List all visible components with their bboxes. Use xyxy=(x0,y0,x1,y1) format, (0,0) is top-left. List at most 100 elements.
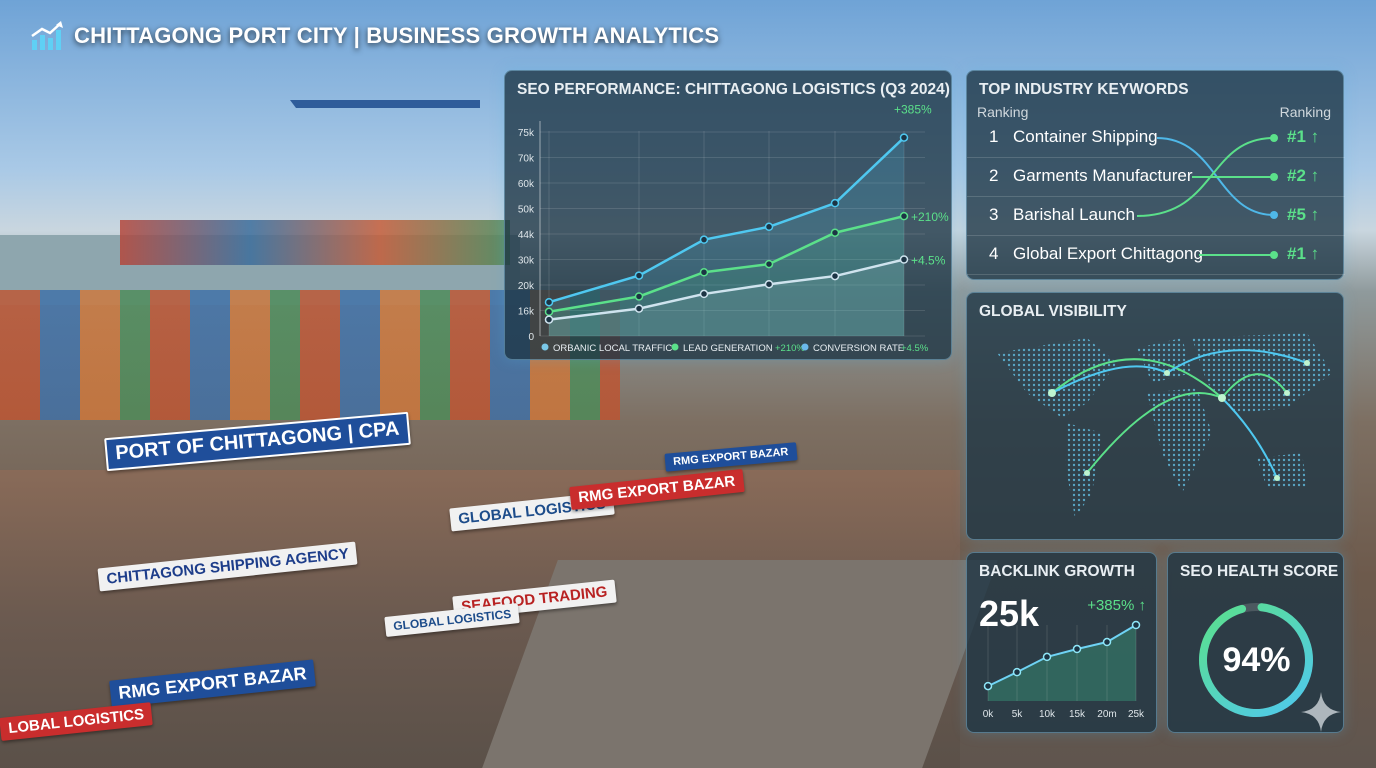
south-america xyxy=(1065,423,1102,518)
data-point xyxy=(830,271,840,281)
legend-label: CONVERSION RATE xyxy=(813,343,904,354)
keyword-name: Global Export Chittagong xyxy=(1013,244,1203,263)
backlink-chart: 0k 5k 10k 15k 20m 25k xyxy=(983,620,1145,720)
y-tick-label: 30k xyxy=(518,256,535,267)
sign-port: PORT OF CHITTAGONG | CPA xyxy=(104,411,411,472)
series-end-label: +210% xyxy=(911,210,949,224)
keyword-row: 2 Garments Manufacturer #2 ↑ xyxy=(967,158,1345,197)
keywords-title: TOP INDUSTRY KEYWORDS xyxy=(979,81,1189,98)
legend-suffix: +210% xyxy=(775,343,805,354)
data-point xyxy=(1012,667,1022,677)
keyword-number: 1 xyxy=(989,127,999,146)
x-tick-label: 10k xyxy=(1039,709,1056,720)
keyword-row: 1 Container Shipping #1 ↑ xyxy=(967,119,1345,158)
europe xyxy=(1137,338,1192,383)
data-point xyxy=(899,211,909,221)
y-tick-label: 16k xyxy=(518,307,535,318)
data-point xyxy=(764,279,774,289)
data-point xyxy=(699,235,709,244)
keyword-row: 4 Global Export Chittagong #1 ↑ xyxy=(967,236,1345,275)
data-point xyxy=(830,198,840,208)
keyword-rank: #5 ↑ xyxy=(1287,205,1320,224)
y-tick-label: 0 xyxy=(528,332,534,343)
series-line xyxy=(548,258,905,321)
data-point xyxy=(764,222,774,232)
x-tick-label: 20m xyxy=(1097,709,1116,720)
data-point xyxy=(544,297,554,307)
data-point xyxy=(1042,652,1052,662)
series-area xyxy=(549,137,904,336)
keywords-right-header: Ranking xyxy=(1279,104,1331,120)
keyword-rank: #1 ↑ xyxy=(1287,244,1320,263)
global-visibility-title: GLOBAL VISIBILITY xyxy=(979,303,1127,320)
x-tick-label: 0k xyxy=(983,709,995,720)
legend-marker xyxy=(541,343,549,351)
series-end-label: +4.5% xyxy=(911,254,946,268)
y-tick-label: 60k xyxy=(518,179,535,190)
x-tick-label: 25k xyxy=(1128,709,1145,720)
keyword-name: Garments Manufacturer xyxy=(1013,166,1193,185)
crane xyxy=(290,100,480,270)
global-visibility-panel: GLOBAL VISIBILITY xyxy=(966,292,1344,540)
seo-health-panel: SEO HEALTH SCORE 94% xyxy=(1167,552,1344,733)
y-tick-label: 70k xyxy=(518,154,535,165)
legend-suffix: +4.5% xyxy=(901,343,929,354)
connector-barishal xyxy=(1136,137,1275,217)
series-line xyxy=(548,214,905,314)
asia xyxy=(1192,333,1332,413)
data-point xyxy=(699,268,709,277)
legend-label: ORBANIC LOCAL TRAFFIC xyxy=(553,343,672,354)
legend-marker xyxy=(801,343,809,351)
australia xyxy=(1257,453,1307,488)
container-ship xyxy=(120,220,510,265)
seo-performance-chart: 75k 70k 60k 50k 44k 30k 20k 16k 0 +385% +210% +4.5%… xyxy=(518,103,949,354)
keyword-name: Container Shipping xyxy=(1013,127,1158,146)
backlink-growth-title: BACKLINK GROWTH xyxy=(979,563,1135,580)
y-tick-label: 20k xyxy=(518,281,535,292)
page-title: CHITTAGONG PORT CITY | BUSINESS GROWTH A… xyxy=(30,20,719,52)
x-tick-label: 15k xyxy=(1069,709,1086,720)
seo-performance-title: SEO PERFORMANCE: CHITTAGONG LOGISTICS (Q… xyxy=(517,81,950,98)
data-point xyxy=(634,292,644,301)
legend-label: LEAD GENERATION xyxy=(683,343,773,354)
y-tick-label: 75k xyxy=(518,128,535,139)
keyword-number: 3 xyxy=(989,205,999,224)
legend-marker xyxy=(671,343,679,351)
data-point xyxy=(899,255,909,264)
data-point xyxy=(544,307,554,317)
keyword-rank: #2 ↑ xyxy=(1287,166,1320,185)
keyword-name: Barishal Launch xyxy=(1013,205,1135,224)
backlink-growth-panel: BACKLINK GROWTH 25k +385% ↑ 0k 5k 10k 15k 20… xyxy=(966,552,1157,733)
keyword-number: 2 xyxy=(989,166,999,185)
backlink-line xyxy=(987,624,1137,688)
title-text: CHITTAGONG PORT CITY | BUSINESS GROWTH A… xyxy=(74,23,720,48)
data-point xyxy=(899,133,909,142)
keyword-rank: #1 ↑ xyxy=(1287,127,1320,146)
africa xyxy=(1147,388,1212,493)
series-end-label: +385% xyxy=(894,103,932,117)
gauge-fill xyxy=(1199,603,1313,717)
x-tick-label: 5k xyxy=(1012,709,1024,720)
keywords-left-header: Ranking xyxy=(977,104,1029,120)
data-point xyxy=(699,289,709,299)
data-point xyxy=(764,259,774,269)
sign-rmg-export-small: RMG EXPORT BAZAR xyxy=(664,442,798,472)
health-score-value: 94% xyxy=(1222,641,1291,679)
sparkle-icon xyxy=(1301,692,1341,732)
data-point xyxy=(1102,637,1112,647)
y-tick-label: 44k xyxy=(518,230,535,241)
data-point xyxy=(634,271,644,280)
y-tick-label: 50k xyxy=(518,205,535,216)
seo-health-title: SEO HEALTH SCORE xyxy=(1180,563,1339,580)
keyword-number: 4 xyxy=(989,244,999,263)
data-point xyxy=(983,681,993,691)
north-america xyxy=(997,338,1117,418)
backlink-total: 25k xyxy=(979,593,1040,634)
seo-performance-panel: SEO PERFORMANCE: CHITTAGONG LOGISTICS (Q… xyxy=(504,70,952,360)
backlink-area xyxy=(988,625,1136,701)
world-map xyxy=(997,333,1332,518)
series-line xyxy=(548,136,905,304)
data-point xyxy=(634,304,644,313)
data-point xyxy=(830,228,840,237)
